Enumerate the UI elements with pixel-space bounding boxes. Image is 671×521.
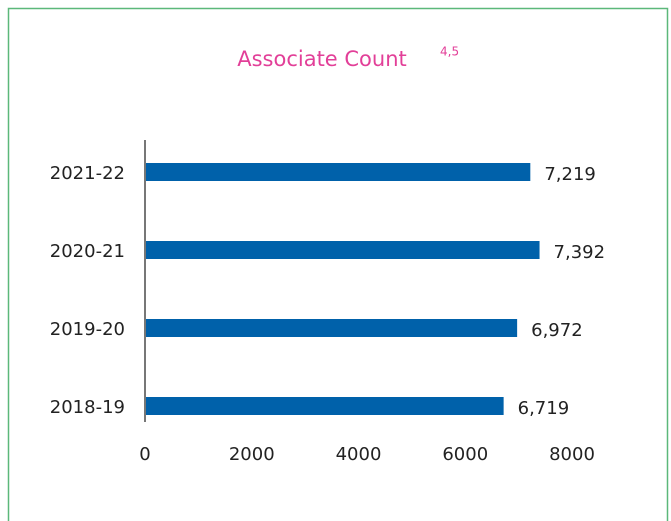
- x-tick-label: 8000: [549, 444, 595, 465]
- frame: [7, 7, 669, 521]
- chart-title: Associate Count: [237, 47, 407, 71]
- value-label: 7,392: [554, 242, 606, 263]
- title-superscript: 4,5: [440, 45, 459, 59]
- bar: [145, 319, 518, 337]
- x-tick-label: 0: [139, 444, 150, 465]
- value-label: 7,219: [544, 164, 596, 185]
- y-tick-label: 2021-22: [50, 163, 125, 184]
- bar: [145, 163, 531, 181]
- value-label: 6,972: [531, 320, 583, 341]
- x-tick-label: 4000: [336, 444, 382, 465]
- y-tick-label: 2019-20: [50, 319, 125, 340]
- value-label: 6,719: [518, 398, 570, 419]
- bar: [145, 241, 540, 259]
- x-tick-label: 6000: [442, 444, 488, 465]
- bar: [145, 397, 504, 415]
- y-tick-label: 2020-21: [50, 241, 125, 262]
- y-tick-label: 2018-19: [50, 397, 125, 418]
- x-tick-label: 2000: [229, 444, 275, 465]
